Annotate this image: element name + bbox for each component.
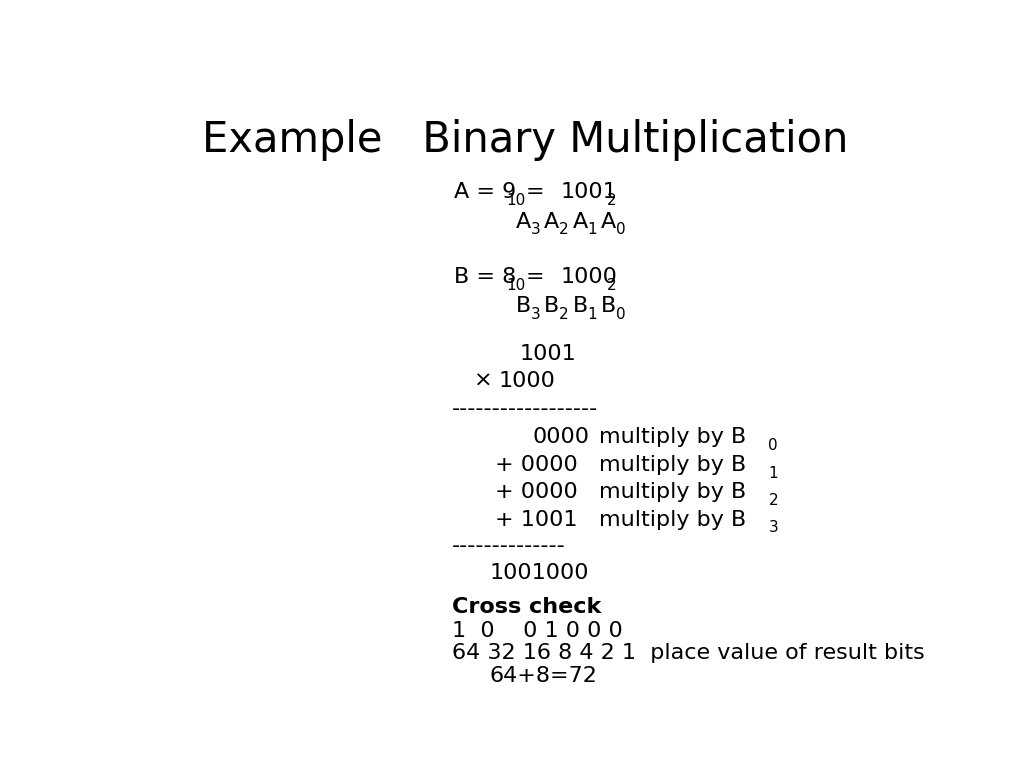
Text: A: A: [572, 211, 588, 231]
Text: 1000: 1000: [499, 371, 555, 391]
Text: 3: 3: [530, 307, 541, 322]
Text: Example   Binary Multiplication: Example Binary Multiplication: [202, 119, 848, 161]
Text: 1001: 1001: [519, 344, 577, 364]
Text: 2: 2: [559, 222, 568, 237]
Text: + 0000: + 0000: [496, 455, 579, 475]
Text: ×: ×: [474, 371, 493, 391]
Text: multiply by B: multiply by B: [599, 509, 746, 529]
Text: 64+8=72: 64+8=72: [489, 666, 597, 686]
Text: 0000: 0000: [532, 427, 590, 447]
Text: 2: 2: [768, 492, 778, 508]
Text: --------------: --------------: [452, 537, 565, 557]
Text: A: A: [515, 211, 530, 231]
Text: =: =: [525, 267, 551, 287]
Text: 1001000: 1001000: [489, 564, 589, 584]
Text: 1000: 1000: [560, 267, 617, 287]
Text: + 1001: + 1001: [496, 509, 578, 529]
Text: 0: 0: [616, 307, 626, 322]
Text: 64 32 16 8 4 2 1  place value of result bits: 64 32 16 8 4 2 1 place value of result b…: [452, 643, 925, 663]
Text: 2: 2: [559, 307, 568, 322]
Text: 0: 0: [616, 222, 626, 237]
Text: 10: 10: [506, 193, 525, 208]
Text: 1001: 1001: [560, 182, 617, 202]
Text: =: =: [525, 182, 551, 202]
Text: A = 9: A = 9: [454, 182, 516, 202]
Text: 3: 3: [768, 520, 778, 535]
Text: multiply by B: multiply by B: [599, 482, 746, 502]
Text: 1: 1: [588, 222, 597, 237]
Text: A: A: [601, 211, 616, 231]
Text: 3: 3: [530, 222, 541, 237]
Text: multiply by B: multiply by B: [599, 455, 746, 475]
Text: + 0000: + 0000: [496, 482, 579, 502]
Text: A: A: [544, 211, 559, 231]
Text: multiply by B: multiply by B: [599, 427, 746, 447]
Text: 2: 2: [607, 278, 616, 293]
Text: 1  0    0 1 0 0 0: 1 0 0 1 0 0 0: [452, 621, 623, 641]
Text: Cross check: Cross check: [452, 597, 601, 617]
Text: 1: 1: [768, 465, 778, 481]
Text: 0: 0: [768, 438, 778, 453]
Text: B: B: [515, 296, 530, 316]
Text: 1: 1: [588, 307, 597, 322]
Text: B: B: [544, 296, 559, 316]
Text: 10: 10: [506, 278, 525, 293]
Text: B = 8: B = 8: [454, 267, 516, 287]
Text: ------------------: ------------------: [452, 399, 598, 419]
Text: 2: 2: [607, 193, 616, 208]
Text: B: B: [601, 296, 616, 316]
Text: B: B: [572, 296, 588, 316]
